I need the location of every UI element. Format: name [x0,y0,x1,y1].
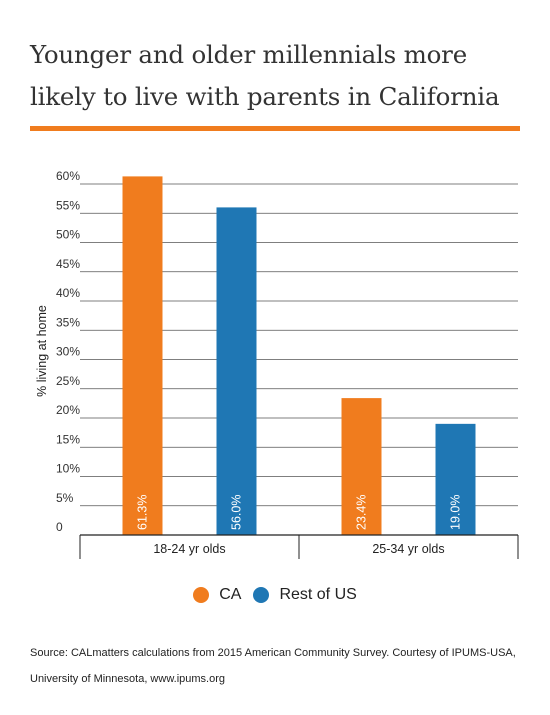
legend-swatch-rest-of-us [253,587,270,603]
y-tick-label: 5% [56,491,74,505]
bar [216,207,257,535]
y-tick-label: 30% [56,345,80,359]
y-tick-label: 35% [56,315,80,329]
y-tick-label: 10% [56,462,80,476]
bar [122,176,163,535]
data-label: 61.3% [136,495,150,530]
x-tick-label: 18-24 yr olds [153,542,225,556]
y-tick-label: 45% [56,257,80,271]
y-tick-label: 40% [56,286,80,300]
bar-chart: 0 5% 10% 15% 20% 25% 30% 35% 40% 45% 50% 55% 60% 61.… [35,169,519,559]
legend: CA Rest of US [0,586,550,604]
source-note: Source: CALmatters calculations from 201… [30,647,516,685]
legend-item-rest-of-us: Rest of US [253,586,357,604]
legend-swatch-ca [193,587,210,603]
x-axis: 18-24 yr olds 25-34 yr olds [79,534,519,559]
y-tick-label: 60% [56,169,80,183]
y-tick-label: 20% [56,403,80,417]
data-label: 56.0% [230,495,244,530]
legend-label-rest-of-us: Rest of US [279,586,357,603]
bar [435,423,476,535]
y-tick-label: 0 [56,520,63,534]
bar [341,398,382,535]
bars: 61.3% 23.4% 56.0% 19.0% [122,176,476,535]
y-tick-label: 25% [56,374,80,388]
legend-label-ca: CA [219,586,242,603]
x-tick-label: 25-34 yr olds [372,542,444,556]
legend-item-ca: CA [193,586,241,604]
y-axis-label: % living at home [35,305,49,397]
y-tick-label: 50% [56,228,80,242]
y-tick-label: 15% [56,432,80,446]
data-label: 23.4% [355,495,369,530]
chart-title: Younger and older millennials more likel… [30,40,500,111]
data-label: 19.0% [449,495,463,530]
title-underline [30,126,520,131]
y-tick-label: 55% [56,198,80,212]
y-axis-ticks: 0 5% 10% 15% 20% 25% 30% 35% 40% 45% 50% 55% 60% [56,169,80,534]
